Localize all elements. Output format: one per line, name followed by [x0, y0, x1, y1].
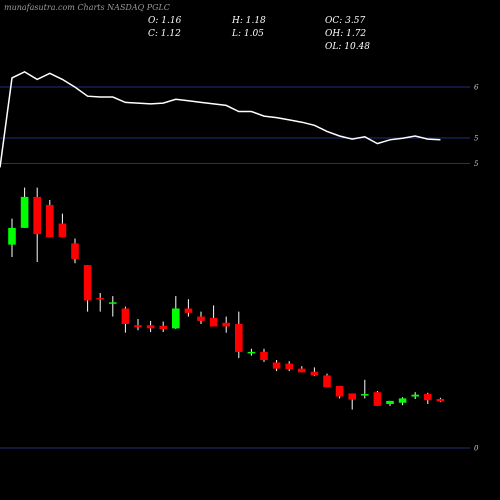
- candle: [260, 348, 268, 362]
- candle: [172, 296, 180, 329]
- low-value: L: 1.05: [232, 29, 264, 39]
- upper-tick-label-5: 5: [474, 160, 479, 168]
- candle-body: [222, 322, 230, 327]
- candle-body: [46, 204, 54, 238]
- candle: [436, 397, 445, 403]
- candle-body: [436, 399, 445, 402]
- candle: [83, 265, 92, 312]
- candle: [134, 319, 142, 331]
- candle: [272, 359, 281, 372]
- candle: [197, 311, 205, 324]
- candles-group: [8, 187, 445, 410]
- candle: [348, 393, 356, 410]
- candle-body: [33, 196, 41, 235]
- candle: [373, 390, 382, 406]
- candle-body: [197, 316, 205, 321]
- candle: [222, 316, 230, 333]
- watermark: munafasutra.com Charts NASDAQ PGLC: [4, 3, 170, 12]
- chart-label: Charts NASDAQ PGLC: [77, 3, 170, 12]
- candle-body: [172, 308, 180, 329]
- candle: [310, 367, 319, 377]
- y-axis-ticks: 6 5 5 0: [474, 84, 479, 453]
- candle: [109, 296, 117, 317]
- close-value: C: 1.12: [148, 29, 181, 39]
- candle-body: [386, 400, 394, 404]
- candle: [159, 321, 167, 333]
- candle-body: [298, 368, 306, 373]
- candle-body: [260, 351, 268, 360]
- candle: [285, 361, 293, 372]
- high-value: H: 1.18: [232, 16, 266, 26]
- candle-body: [134, 325, 142, 328]
- candle-body: [247, 351, 256, 354]
- candle: [20, 187, 29, 228]
- candle: [33, 187, 41, 262]
- candle-body: [411, 394, 419, 397]
- upper-tick-label-6: 6: [474, 84, 479, 92]
- candle-body: [272, 362, 281, 369]
- candle: [121, 306, 130, 333]
- candle-body: [323, 375, 331, 388]
- candle-body: [373, 392, 382, 406]
- candle: [298, 366, 306, 373]
- candle: [361, 379, 369, 399]
- candle-body: [424, 394, 432, 401]
- ol-value: OL: 10.48: [325, 42, 371, 52]
- candle-body: [184, 308, 193, 313]
- upper-line-series: [0, 70, 441, 168]
- candle-body: [58, 223, 67, 238]
- candle: [46, 200, 54, 238]
- candle-body: [348, 393, 356, 400]
- candle-body: [121, 308, 130, 324]
- candle: [58, 213, 67, 238]
- candle: [235, 311, 243, 359]
- candle: [184, 299, 193, 317]
- candle-body: [285, 363, 293, 370]
- candle: [335, 386, 344, 399]
- candle-body: [235, 324, 243, 352]
- candle-body: [96, 297, 104, 300]
- candle: [323, 373, 331, 388]
- candle: [96, 293, 104, 312]
- candle-body: [109, 302, 117, 304]
- candle: [424, 392, 432, 404]
- oh-value: OH: 1.72: [325, 29, 367, 39]
- candle-body: [83, 265, 92, 301]
- price-tick-label-0: 0: [474, 445, 479, 453]
- candle-body: [71, 243, 79, 259]
- oc-value: OC: 3.57: [325, 16, 366, 26]
- candle: [411, 392, 419, 400]
- price-tick-label-5: 5: [474, 135, 479, 143]
- candle-body: [335, 386, 344, 397]
- candle-body: [310, 371, 319, 376]
- candle: [209, 305, 218, 327]
- candle-body: [20, 196, 29, 228]
- candle-body: [8, 227, 16, 245]
- candle-body: [159, 325, 167, 329]
- open-value: O: 1.16: [148, 16, 182, 26]
- candle-body: [361, 394, 369, 396]
- candle-body: [209, 317, 218, 327]
- candle: [8, 218, 16, 258]
- candle: [71, 238, 79, 264]
- source-label: munafasutra.com: [4, 3, 75, 12]
- candle-body: [146, 325, 155, 329]
- candle: [398, 397, 407, 406]
- candle-body: [398, 398, 407, 403]
- candle: [247, 348, 256, 356]
- grid-lines: [0, 86, 470, 449]
- candle: [146, 320, 155, 333]
- candle: [386, 400, 394, 406]
